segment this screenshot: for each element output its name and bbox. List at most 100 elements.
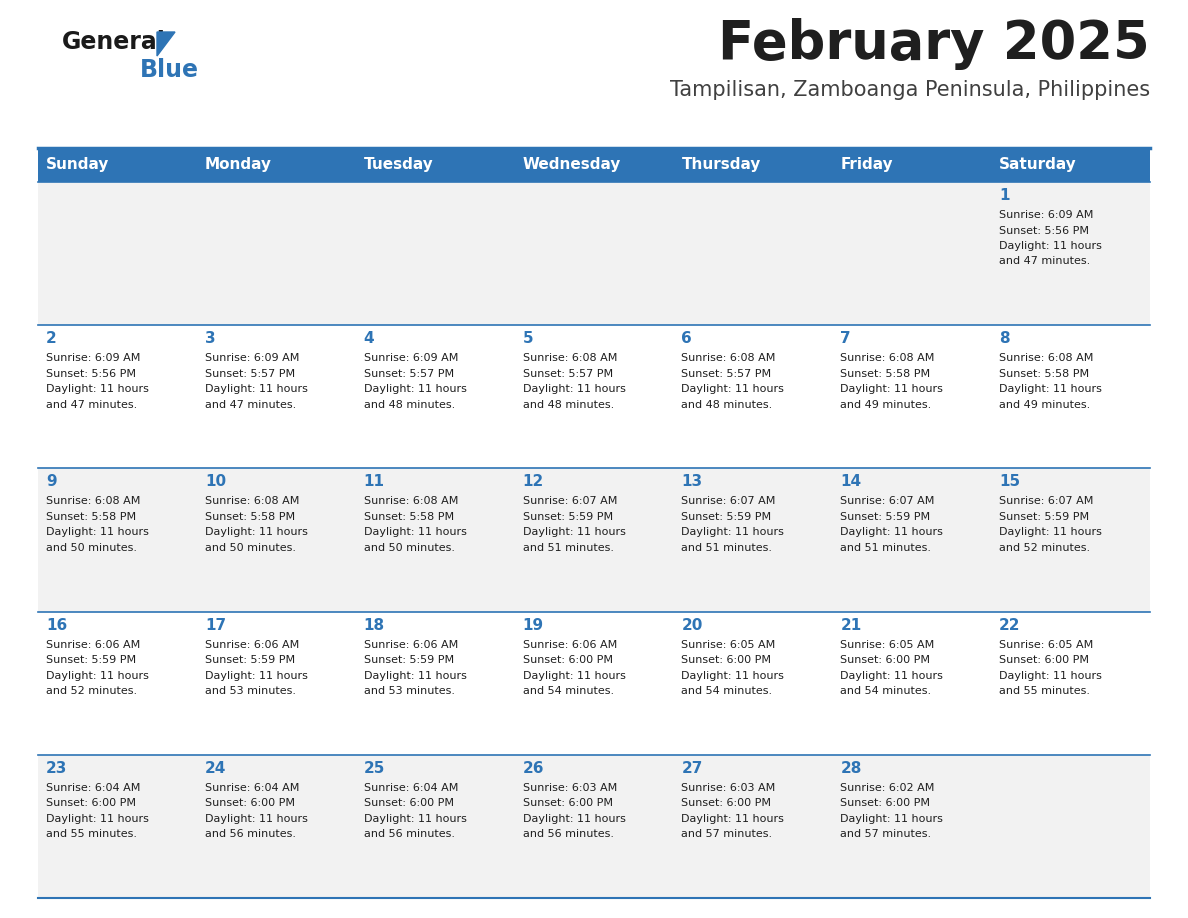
Bar — [514, 182, 674, 325]
Text: Sunset: 5:58 PM: Sunset: 5:58 PM — [204, 512, 295, 522]
Text: and 50 minutes.: and 50 minutes. — [46, 543, 137, 553]
Text: and 54 minutes.: and 54 minutes. — [682, 686, 772, 696]
Text: Sunrise: 6:08 AM: Sunrise: 6:08 AM — [682, 353, 776, 364]
Text: and 56 minutes.: and 56 minutes. — [204, 829, 296, 839]
Bar — [355, 755, 514, 898]
Text: Sunset: 5:57 PM: Sunset: 5:57 PM — [523, 369, 613, 379]
Bar — [674, 611, 833, 755]
Text: Sunrise: 6:08 AM: Sunrise: 6:08 AM — [46, 497, 140, 507]
Text: Sunset: 5:59 PM: Sunset: 5:59 PM — [840, 512, 930, 522]
Text: Sunset: 5:58 PM: Sunset: 5:58 PM — [46, 512, 137, 522]
Bar — [833, 325, 991, 468]
Text: 22: 22 — [999, 618, 1020, 633]
Text: Sunset: 5:59 PM: Sunset: 5:59 PM — [523, 512, 613, 522]
Bar — [991, 182, 1150, 325]
Text: Sunrise: 6:09 AM: Sunrise: 6:09 AM — [999, 210, 1093, 220]
Text: 16: 16 — [46, 618, 68, 633]
Text: Daylight: 11 hours: Daylight: 11 hours — [46, 528, 148, 537]
Text: 28: 28 — [840, 761, 861, 776]
Text: Sunset: 5:56 PM: Sunset: 5:56 PM — [46, 369, 135, 379]
Text: and 49 minutes.: and 49 minutes. — [999, 399, 1091, 409]
Text: Daylight: 11 hours: Daylight: 11 hours — [682, 813, 784, 823]
Text: Sunrise: 6:09 AM: Sunrise: 6:09 AM — [46, 353, 140, 364]
Text: Friday: Friday — [840, 158, 893, 173]
Text: and 49 minutes.: and 49 minutes. — [840, 399, 931, 409]
Bar — [991, 611, 1150, 755]
Text: Sunday: Sunday — [46, 158, 109, 173]
Text: 15: 15 — [999, 475, 1020, 489]
Text: 20: 20 — [682, 618, 703, 633]
Text: 5: 5 — [523, 331, 533, 346]
Text: Sunrise: 6:07 AM: Sunrise: 6:07 AM — [999, 497, 1093, 507]
Text: and 52 minutes.: and 52 minutes. — [999, 543, 1091, 553]
Text: Daylight: 11 hours: Daylight: 11 hours — [840, 528, 943, 537]
Bar — [833, 182, 991, 325]
Text: Daylight: 11 hours: Daylight: 11 hours — [999, 241, 1102, 251]
Bar — [38, 755, 197, 898]
Bar — [197, 325, 355, 468]
Text: 13: 13 — [682, 475, 702, 489]
Text: Sunrise: 6:08 AM: Sunrise: 6:08 AM — [364, 497, 459, 507]
Bar — [674, 148, 833, 182]
Text: 25: 25 — [364, 761, 385, 776]
Text: Sunset: 5:59 PM: Sunset: 5:59 PM — [682, 512, 771, 522]
Bar — [355, 148, 514, 182]
Bar — [991, 325, 1150, 468]
Text: 8: 8 — [999, 331, 1010, 346]
Text: and 56 minutes.: and 56 minutes. — [523, 829, 613, 839]
Bar — [197, 755, 355, 898]
Text: Sunset: 6:00 PM: Sunset: 6:00 PM — [46, 799, 135, 809]
Polygon shape — [157, 32, 175, 56]
Bar — [514, 468, 674, 611]
Text: and 53 minutes.: and 53 minutes. — [364, 686, 455, 696]
Text: Daylight: 11 hours: Daylight: 11 hours — [46, 385, 148, 394]
Text: Sunset: 5:58 PM: Sunset: 5:58 PM — [840, 369, 930, 379]
Text: Daylight: 11 hours: Daylight: 11 hours — [364, 385, 467, 394]
Text: and 51 minutes.: and 51 minutes. — [682, 543, 772, 553]
Text: and 50 minutes.: and 50 minutes. — [364, 543, 455, 553]
Text: Daylight: 11 hours: Daylight: 11 hours — [682, 385, 784, 394]
Text: 24: 24 — [204, 761, 226, 776]
Text: Daylight: 11 hours: Daylight: 11 hours — [204, 671, 308, 680]
Bar — [514, 148, 674, 182]
Text: Sunrise: 6:07 AM: Sunrise: 6:07 AM — [523, 497, 617, 507]
Text: Sunrise: 6:02 AM: Sunrise: 6:02 AM — [840, 783, 935, 793]
Bar — [355, 468, 514, 611]
Text: Tampilisan, Zamboanga Peninsula, Philippines: Tampilisan, Zamboanga Peninsula, Philipp… — [670, 80, 1150, 100]
Bar — [674, 325, 833, 468]
Bar — [38, 468, 197, 611]
Text: 3: 3 — [204, 331, 215, 346]
Text: Wednesday: Wednesday — [523, 158, 621, 173]
Text: Sunset: 6:00 PM: Sunset: 6:00 PM — [523, 655, 613, 666]
Text: and 50 minutes.: and 50 minutes. — [204, 543, 296, 553]
Text: Blue: Blue — [140, 58, 200, 82]
Text: and 53 minutes.: and 53 minutes. — [204, 686, 296, 696]
Text: Sunset: 6:00 PM: Sunset: 6:00 PM — [682, 655, 771, 666]
Text: Sunset: 5:59 PM: Sunset: 5:59 PM — [999, 512, 1089, 522]
Text: Daylight: 11 hours: Daylight: 11 hours — [523, 671, 625, 680]
Text: Sunset: 6:00 PM: Sunset: 6:00 PM — [364, 799, 454, 809]
Text: Daylight: 11 hours: Daylight: 11 hours — [840, 813, 943, 823]
Text: Daylight: 11 hours: Daylight: 11 hours — [840, 385, 943, 394]
Text: 12: 12 — [523, 475, 544, 489]
Text: Sunrise: 6:04 AM: Sunrise: 6:04 AM — [46, 783, 140, 793]
Text: Sunrise: 6:03 AM: Sunrise: 6:03 AM — [682, 783, 776, 793]
Text: 23: 23 — [46, 761, 68, 776]
Text: Daylight: 11 hours: Daylight: 11 hours — [999, 385, 1102, 394]
Text: Sunset: 5:57 PM: Sunset: 5:57 PM — [364, 369, 454, 379]
Text: 19: 19 — [523, 618, 544, 633]
Bar — [355, 182, 514, 325]
Text: 1: 1 — [999, 188, 1010, 203]
Bar — [355, 325, 514, 468]
Bar — [674, 755, 833, 898]
Text: February 2025: February 2025 — [719, 18, 1150, 70]
Text: Thursday: Thursday — [682, 158, 760, 173]
Text: Daylight: 11 hours: Daylight: 11 hours — [204, 385, 308, 394]
Bar — [38, 611, 197, 755]
Text: and 48 minutes.: and 48 minutes. — [523, 399, 614, 409]
Text: Sunrise: 6:06 AM: Sunrise: 6:06 AM — [364, 640, 457, 650]
Bar — [674, 182, 833, 325]
Text: 18: 18 — [364, 618, 385, 633]
Text: Sunset: 5:59 PM: Sunset: 5:59 PM — [46, 655, 137, 666]
Text: Sunset: 5:56 PM: Sunset: 5:56 PM — [999, 226, 1089, 236]
